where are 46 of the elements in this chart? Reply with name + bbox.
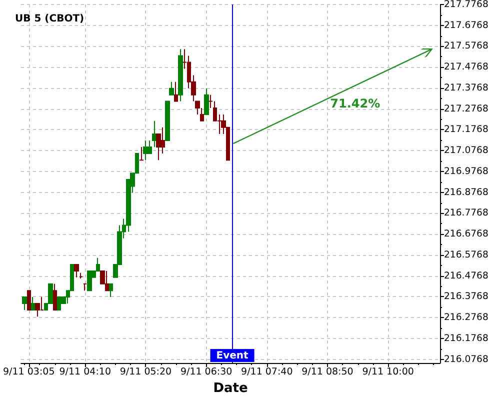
y-tick-label: 216.8768 — [444, 186, 488, 198]
y-tick-label: 217.5768 — [444, 40, 488, 52]
text: UB 5 (CBOT) — [15, 14, 84, 24]
candlestick — [178, 48, 183, 102]
candlestick — [165, 100, 170, 142]
candlestick — [74, 264, 79, 278]
y-tick-label: 217.3768 — [444, 82, 488, 94]
candlestick — [109, 283, 113, 298]
y-tick-label: 217.0768 — [444, 145, 488, 156]
x-tick-label: 9/11 05:20 — [120, 366, 172, 378]
y-tick-label: 216.3768 — [444, 291, 488, 302]
y-tick-label: 217.7768 — [444, 0, 488, 10]
y-tick-label: 216.4768 — [444, 270, 488, 282]
candlestick — [79, 272, 83, 279]
x-tick-label: 9/11 08:50 — [302, 366, 354, 378]
ref-line-label: Event — [216, 350, 249, 362]
candlestick — [204, 88, 209, 115]
candlestick — [152, 120, 157, 148]
y-tick-label: 216.6768 — [444, 228, 488, 240]
x-tick-label: 9/11 07:40 — [241, 366, 293, 378]
candlestick — [87, 270, 92, 292]
x-tick-label: 9/11 06:30 — [180, 366, 232, 378]
y-tick-label: 216.9768 — [444, 166, 488, 177]
x-tick-label: 9/11 04:10 — [59, 366, 111, 378]
candlestick — [31, 296, 35, 310]
y-tick-label: 217.1768 — [444, 124, 488, 136]
x-axis-title: Date — [213, 381, 248, 396]
candlestick — [83, 283, 87, 292]
annotation: 71.42% — [330, 96, 380, 111]
y-tick-label: 216.1768 — [444, 332, 488, 344]
y-tick-label: 216.2768 — [444, 312, 488, 324]
y-tick-label: 216.0768 — [444, 354, 488, 365]
candlestick — [174, 81, 178, 102]
candlestick — [169, 81, 174, 96]
candlestick — [139, 146, 144, 161]
candlestick — [143, 140, 148, 161]
candlestick — [27, 290, 31, 310]
x-tick-label: 9/11 03:05 — [3, 366, 55, 378]
y-tick-label: 216.5768 — [444, 249, 488, 260]
y-tick-label: 217.6768 — [444, 20, 488, 31]
candlestick — [22, 296, 27, 310]
y-tick-label: 217.2768 — [444, 103, 488, 114]
y-tick-label: 217.4768 — [444, 62, 488, 73]
y-tick-label: 216.7768 — [444, 208, 488, 219]
x-tick-label: 9/11 10:00 — [362, 366, 414, 378]
candlestick — [53, 283, 57, 310]
